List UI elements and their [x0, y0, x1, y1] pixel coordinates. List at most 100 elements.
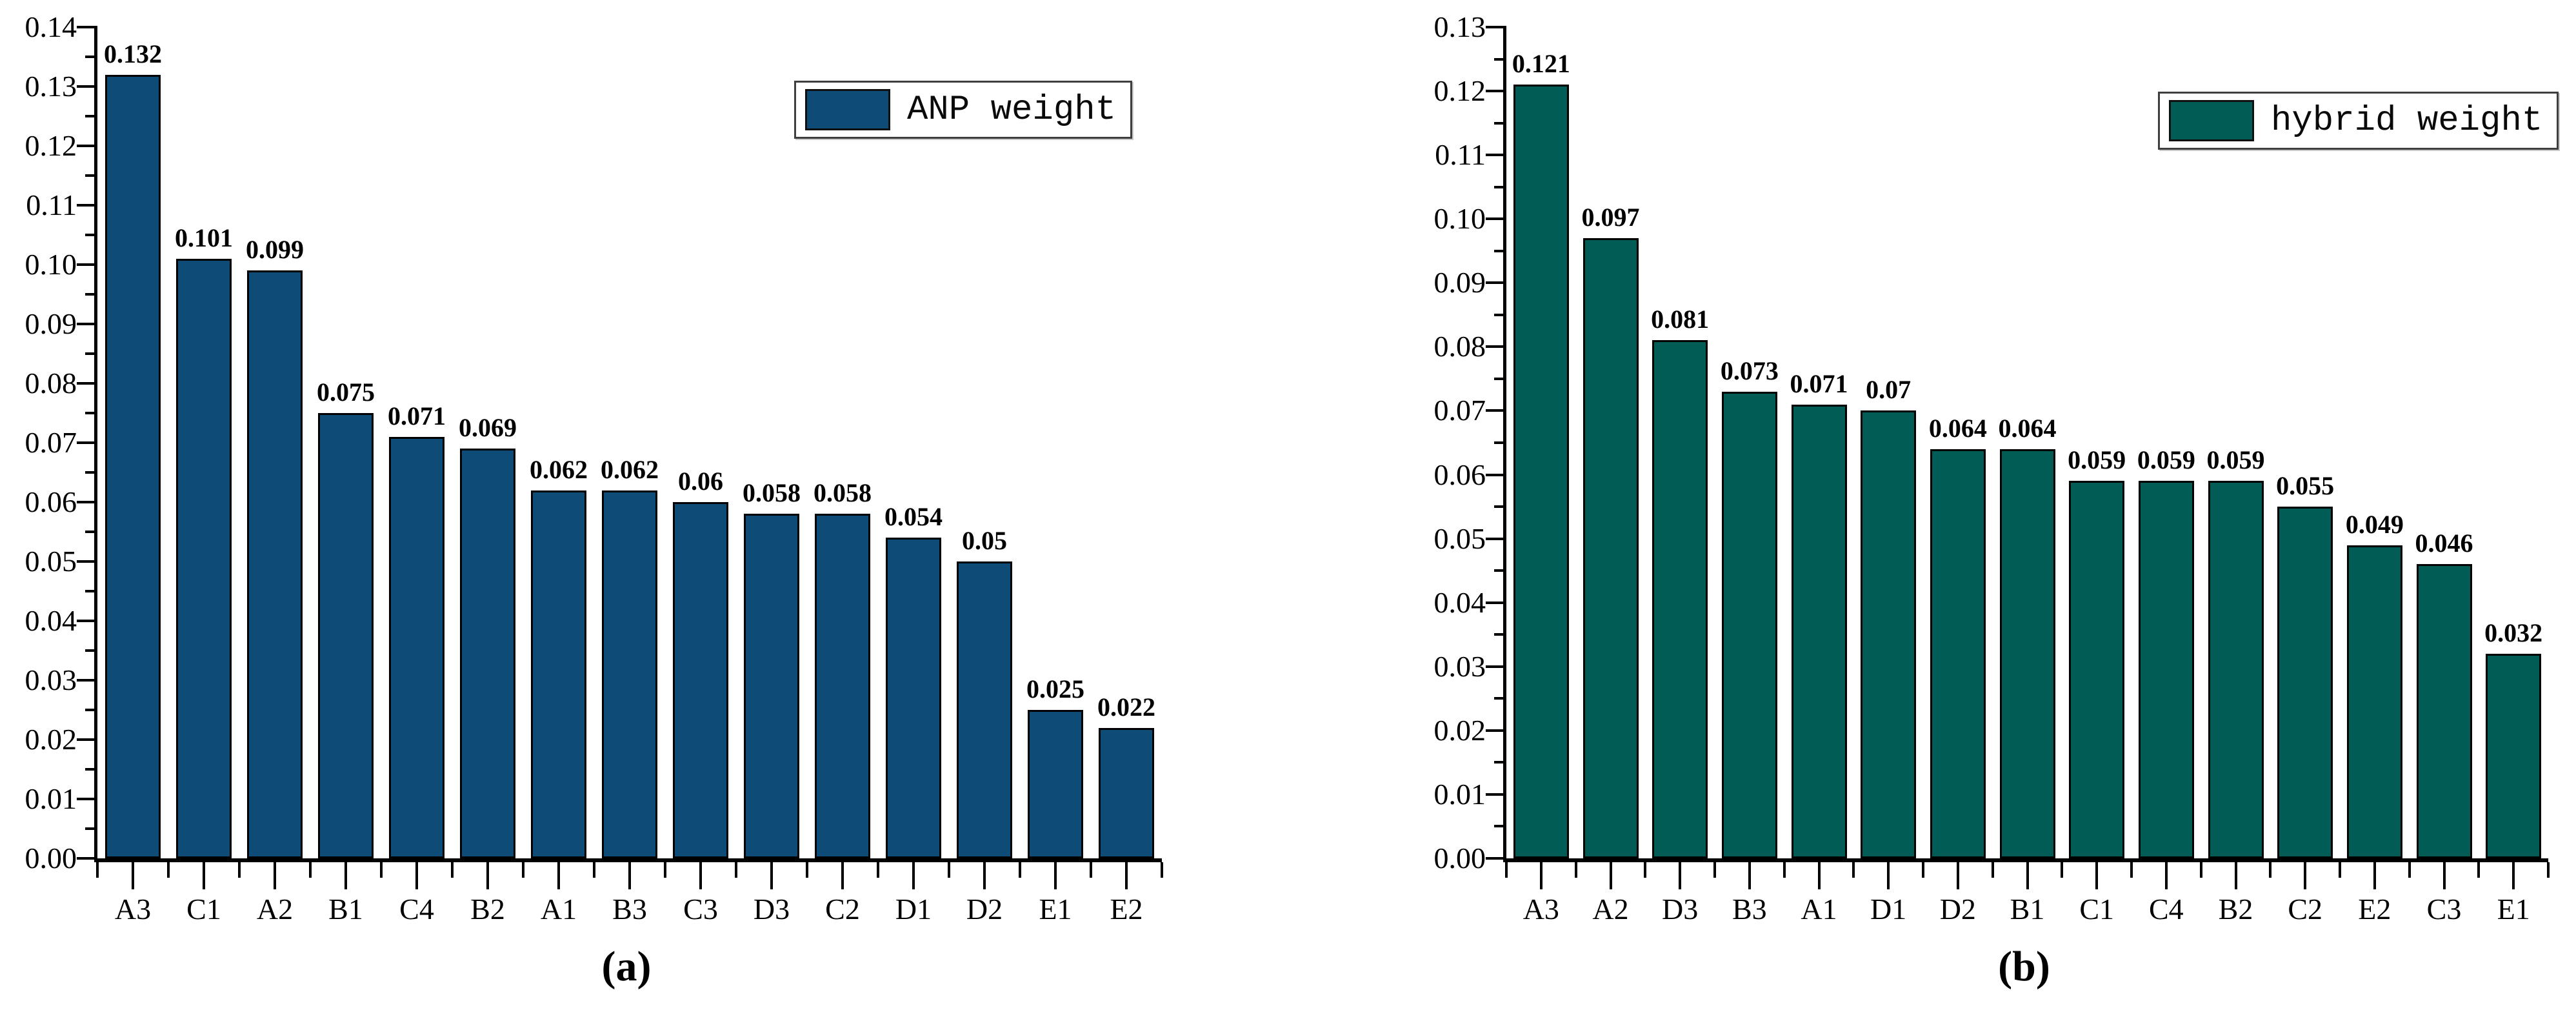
x-axis-minor-tick: [1852, 862, 1855, 878]
x-axis-minor-tick: [593, 862, 595, 878]
x-axis-major-tick: [2026, 862, 2029, 889]
y-axis-major-tick: [77, 26, 97, 28]
x-axis-minor-tick: [2130, 862, 2133, 878]
x-axis-category-label: B1: [328, 893, 363, 925]
x-axis-minor-tick: [1161, 862, 1163, 878]
x-axis-minor-tick: [877, 862, 879, 878]
x-axis-major-tick: [344, 862, 347, 889]
x-axis-minor-tick: [1505, 862, 1508, 878]
y-axis-major-tick: [77, 501, 97, 503]
x-axis-category-label: B2: [470, 893, 505, 925]
x-axis-minor-tick: [1991, 862, 1994, 878]
bar-value-label: 0.046: [2415, 529, 2473, 558]
y-axis-minor-tick: [85, 531, 97, 533]
y-axis-minor-tick: [1494, 633, 1506, 636]
y-axis-minor-tick: [1494, 249, 1506, 252]
plot-area-anp: ANP weight 0.00 0.01 0.02 0.03 0.04 0.05 0.06 0…: [25, 10, 1163, 925]
plot-area-hybrid: hybrid weight 0.00 0.01 0.02 0.03 0.04 0.05 0.…: [1434, 10, 2559, 925]
y-axis-minor-tick: [1494, 441, 1506, 444]
x-axis-minor-tick: [1574, 862, 1577, 878]
bar-value-label: 0.062: [601, 455, 659, 484]
y-axis-tick-label: 0.08: [25, 367, 77, 399]
x-axis-major-tick: [1679, 862, 1682, 889]
y-axis-tick-label: 0.10: [1433, 202, 1486, 236]
bar-value-label: 0.081: [1651, 305, 1710, 334]
bar-B1: [318, 413, 374, 858]
bar-A3: [105, 75, 161, 858]
y-axis-tick-label: 0.00: [25, 842, 77, 874]
y-axis-tick-label: 0.12: [25, 129, 77, 162]
x-axis-category-label: D2: [966, 893, 1003, 925]
x-axis-major-tick: [203, 862, 205, 889]
y-axis-tick-label: 0.01: [1433, 777, 1486, 811]
y-axis-minor-tick: [85, 56, 97, 58]
y-axis-major-tick: [1486, 217, 1506, 221]
bar-A2: [247, 270, 303, 858]
y-axis-minor-tick: [85, 115, 97, 117]
y-axis-major-tick: [77, 323, 97, 325]
x-axis-major-tick: [628, 862, 631, 889]
y-axis-tick-label: 0.05: [1433, 521, 1486, 555]
x-axis-major-tick: [983, 862, 986, 889]
x-axis-minor-tick: [1782, 862, 1786, 878]
x-axis-minor-tick: [2477, 862, 2481, 878]
y-axis-minor-tick: [1494, 377, 1506, 380]
bar-E2: [1099, 728, 1154, 858]
y-axis-tick-label: 0.14: [25, 10, 77, 43]
caption-b: (b): [1998, 943, 2050, 990]
x-axis-minor-tick: [1922, 862, 1924, 878]
y-axis-minor-tick: [85, 352, 97, 355]
y-axis-major-tick: [1486, 90, 1506, 93]
x-axis-category-label: A3: [1523, 893, 1559, 925]
y-axis-major-tick: [1486, 154, 1506, 157]
y-axis-major-tick: [77, 263, 97, 266]
y-axis-tick-label: 0.13: [1433, 10, 1486, 43]
x-axis-major-tick: [415, 862, 418, 889]
bar-C1: [176, 259, 232, 858]
y-axis-tick-label: 0.11: [1435, 138, 1486, 172]
y-axis-minor-tick: [85, 471, 97, 474]
legend-swatch-anp-color: [805, 89, 890, 130]
x-axis-major-tick: [1539, 862, 1543, 889]
x-axis-category-label: B3: [1732, 893, 1767, 925]
bar-E2: [2346, 545, 2402, 858]
x-axis-major-tick: [1054, 862, 1057, 889]
bar-A2: [1583, 238, 1639, 858]
x-axis-minor-tick: [522, 862, 524, 878]
y-axis-minor-tick: [85, 827, 97, 830]
x-axis-major-tick: [2095, 862, 2099, 889]
x-axis-minor-tick: [96, 862, 99, 878]
y-axis-minor-tick: [85, 649, 97, 652]
y-axis-major-tick: [1486, 409, 1506, 412]
x-axis-minor-tick: [1644, 862, 1647, 878]
y-axis-major-tick: [1486, 345, 1506, 349]
x-axis-minor-tick: [2061, 862, 2064, 878]
bar-D2: [957, 561, 1012, 858]
y-axis-tick-label: 0.10: [25, 248, 77, 281]
x-axis-major-tick: [841, 862, 844, 889]
bar-C3: [673, 502, 728, 858]
x-axis-minor-tick: [806, 862, 808, 878]
y-axis-major-tick: [1486, 793, 1506, 796]
bar-value-label: 0.071: [388, 401, 446, 430]
x-axis-category-label: B2: [2218, 893, 2253, 925]
bar-B2: [460, 449, 515, 858]
x-axis-major-tick: [274, 862, 276, 889]
x-axis-category-label: E1: [1039, 893, 1072, 925]
y-axis-tick-label: 0.09: [1433, 266, 1486, 299]
y-axis-major-tick: [77, 145, 97, 147]
y-axis-minor-tick: [1494, 313, 1506, 316]
x-axis-major-tick: [132, 862, 134, 889]
bar-D2: [1930, 449, 1986, 858]
x-axis-minor-tick: [948, 862, 950, 878]
y-axis-minor-tick: [1494, 825, 1506, 828]
bar-value-label: 0.099: [246, 235, 304, 264]
y-axis-minor-tick: [1494, 761, 1506, 764]
x-axis-category-label: C4: [399, 893, 434, 925]
bar-E1: [1028, 710, 1083, 858]
y-axis-tick-label: 0.04: [1433, 585, 1486, 619]
y-axis-tick-label: 0.03: [1433, 649, 1486, 683]
